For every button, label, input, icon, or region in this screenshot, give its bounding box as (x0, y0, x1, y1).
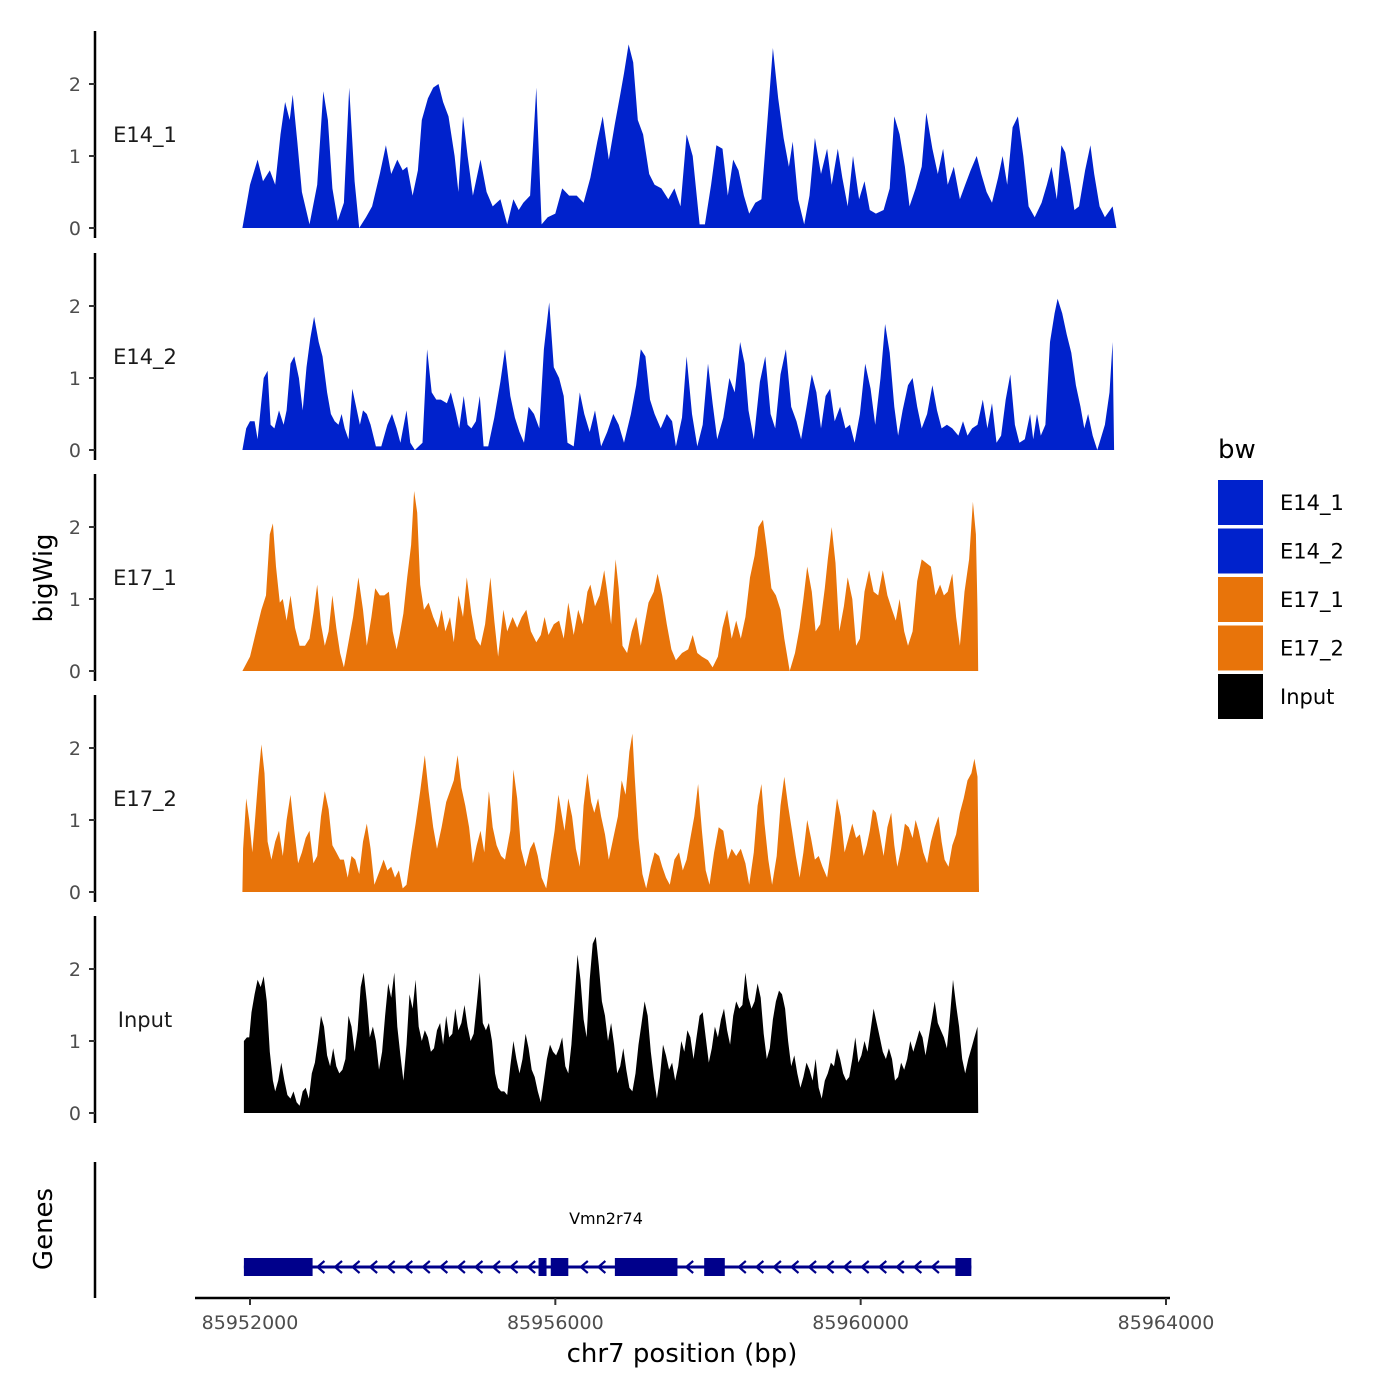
gene-exon (243, 1258, 313, 1276)
signal-area-E17_1 (242, 491, 979, 671)
signal-tracks: 0 1 2 E14_1 0 1 2 E14_2 0 1 2 E17_1 0 1 2 E17_2 0 1 2 Input (69, 31, 1117, 1125)
strand-arrow (754, 1260, 765, 1274)
strand-arrow (789, 1260, 800, 1274)
genes-panel: Vmn2r74 (93, 1162, 972, 1298)
y-tick-label: 2 (69, 959, 81, 981)
y-tick-label: 2 (69, 74, 81, 96)
strand-arrow (930, 1260, 940, 1274)
track-E17_2: 0 1 2 E17_2 (69, 695, 979, 904)
track-Input: 0 1 2 Input (69, 916, 979, 1125)
gene-exon (550, 1258, 569, 1276)
y-tick-label: 1 (69, 146, 81, 168)
legend-swatch (1218, 625, 1263, 671)
legend-swatch (1218, 674, 1263, 719)
y-tick-label: 2 (69, 517, 81, 539)
track-E14_2: 0 1 2 E14_2 (69, 253, 1115, 462)
legend-entry-E14_1: E14_1 (1218, 480, 1344, 525)
legend-entry-E17_2: E17_2 (1218, 625, 1344, 671)
legend-swatch (1218, 577, 1263, 622)
legend-label: Input (1280, 685, 1334, 709)
y-tick-label: 0 (69, 218, 81, 240)
signal-area-Input (243, 936, 979, 1113)
gene-exon (538, 1258, 547, 1276)
gene-exon (614, 1258, 678, 1276)
x-axis: 85952000 85956000 85960000 85964000 (195, 1296, 1215, 1334)
strand-arrow (368, 1260, 378, 1274)
strand-arrow (333, 1260, 343, 1274)
y-tick-label: 0 (69, 661, 81, 683)
track-label: E14_2 (113, 345, 177, 370)
strand-arrow (403, 1260, 413, 1274)
y-tick-label: 2 (69, 738, 81, 760)
strand-arrow (473, 1260, 484, 1274)
y-tick-label: 1 (69, 589, 81, 611)
y-tick-label: 1 (69, 810, 81, 832)
y-tick-label: 0 (69, 1103, 81, 1125)
x-axis-title: chr7 position (bp) (567, 1339, 798, 1369)
genes-axis-title: Genes (29, 1188, 59, 1270)
strand-arrow (491, 1260, 501, 1274)
strand-arrow (895, 1260, 905, 1274)
strand-arrow (385, 1260, 396, 1274)
strand-arrow (912, 1260, 923, 1274)
legend-entry-E17_1: E17_1 (1218, 577, 1344, 622)
strand-arrow (456, 1260, 466, 1274)
legend-label: E17_2 (1280, 637, 1344, 662)
strand-arrow (684, 1260, 694, 1274)
track-label: E14_1 (113, 123, 177, 148)
strand-arrow (579, 1260, 589, 1274)
track-E17_1: 0 1 2 E17_1 (69, 474, 979, 683)
track-label: E17_2 (113, 787, 177, 812)
y-axis-title: bigWig (29, 533, 59, 622)
legend-label: E14_1 (1280, 491, 1344, 516)
strand-arrow (772, 1260, 782, 1274)
y-tick-label: 1 (69, 368, 81, 390)
strand-arrow (807, 1260, 817, 1274)
strand-arrow (421, 1260, 431, 1274)
legend-label: E14_2 (1280, 540, 1344, 565)
legend-entries: E14_1 E14_2 E17_1 E17_2 Input (1218, 480, 1344, 719)
strand-arrow (842, 1260, 852, 1274)
strand-arrow (350, 1260, 361, 1274)
track-E14_1: 0 1 2 E14_1 (69, 31, 1117, 240)
gene-exon (955, 1258, 972, 1276)
strand-arrow (860, 1260, 870, 1274)
strand-arrow (508, 1260, 519, 1274)
strand-arrow (438, 1260, 449, 1274)
legend-entry-Input: Input (1218, 674, 1334, 719)
track-label: E17_1 (113, 566, 177, 591)
legend: bw E14_1 E14_2 E17_1 E17_2 Input (1218, 435, 1344, 719)
x-tick-label: 85964000 (1118, 1312, 1215, 1334)
track-label: Input (118, 1008, 172, 1032)
y-tick-label: 2 (69, 296, 81, 318)
y-tick-label: 0 (69, 440, 81, 462)
x-tick-label: 85960000 (812, 1312, 909, 1334)
legend-title: bw (1218, 435, 1256, 465)
signal-area-E14_1 (242, 44, 1117, 229)
strand-arrow (526, 1260, 536, 1274)
gene-exon (704, 1258, 725, 1276)
x-tick-label: 85952000 (202, 1312, 299, 1334)
strand-arrow (596, 1260, 607, 1274)
x-tick-label: 85956000 (507, 1312, 604, 1334)
legend-label: E17_1 (1280, 588, 1344, 613)
strand-arrow (824, 1260, 835, 1274)
signal-area-E14_2 (242, 298, 1115, 450)
gene-name-label: Vmn2r74 (569, 1209, 643, 1228)
legend-swatch (1218, 480, 1263, 525)
strand-arrow (737, 1260, 747, 1274)
y-tick-label: 0 (69, 882, 81, 904)
legend-swatch (1218, 528, 1263, 574)
strand-arrow (877, 1260, 887, 1274)
y-tick-label: 1 (69, 1031, 81, 1053)
legend-entry-E14_2: E14_2 (1218, 528, 1344, 574)
signal-area-E17_2 (242, 733, 979, 892)
strand-arrow (315, 1260, 326, 1274)
